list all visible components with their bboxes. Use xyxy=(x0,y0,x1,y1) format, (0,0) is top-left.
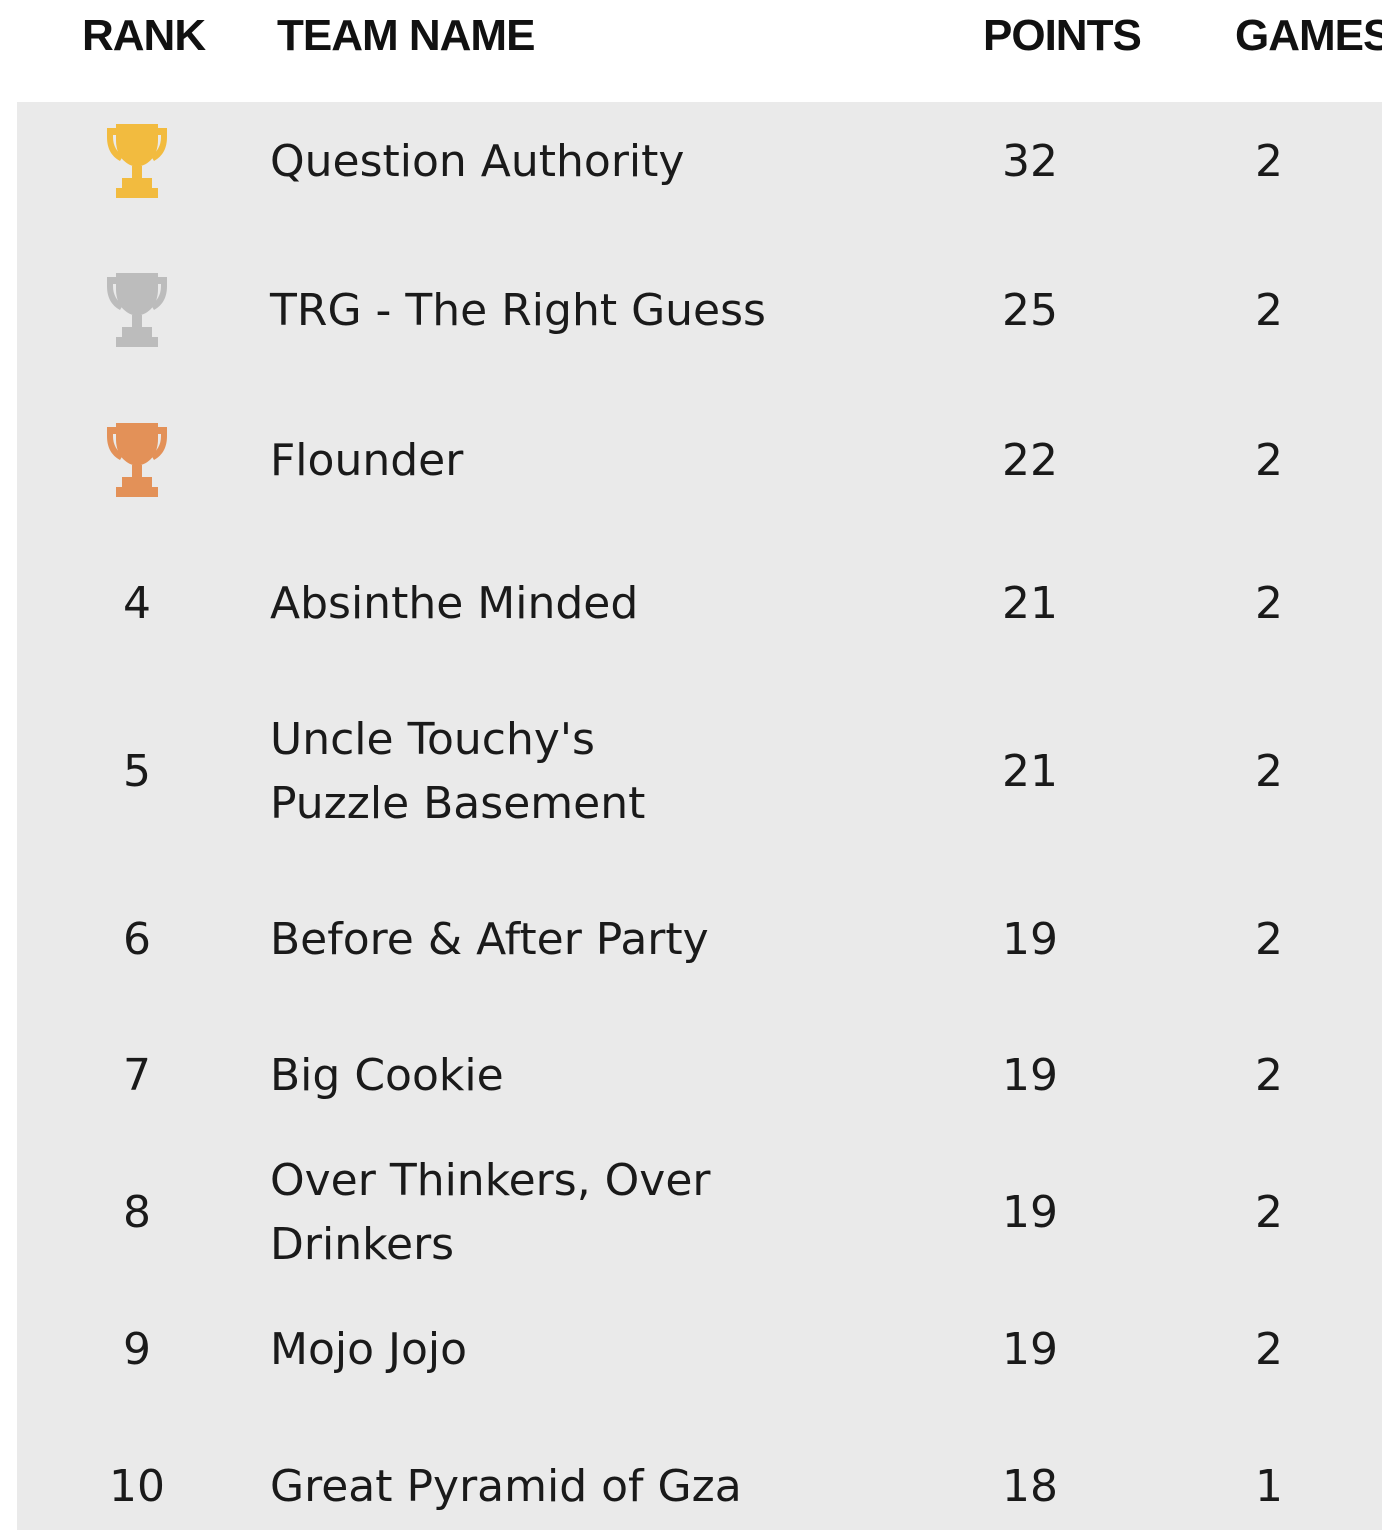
team-name: Question Authority xyxy=(270,135,685,187)
team-name: Mojo Jojo xyxy=(270,1324,468,1375)
table-row: 6 Before & After Party 19 2 xyxy=(17,890,1382,990)
rank-value: 4 xyxy=(123,578,151,629)
games-value: 2 xyxy=(1255,1324,1283,1375)
points-value: 18 xyxy=(1002,1461,1058,1512)
team-name: Flounder xyxy=(270,434,464,486)
silver-trophy-icon xyxy=(107,272,167,347)
games-value: 2 xyxy=(1255,914,1283,965)
points-value: 32 xyxy=(1002,135,1058,187)
points-value: 19 xyxy=(1002,1050,1058,1101)
table-row: 8 Over Thinkers, Over Drinkers 19 2 xyxy=(17,1155,1382,1270)
rank-column-header: RANK xyxy=(82,11,206,60)
table-row: Flounder 22 2 xyxy=(17,401,1382,520)
team-name: TRG - The Right Guess xyxy=(270,284,766,336)
points-value: 25 xyxy=(1002,284,1058,336)
table-row: 10 Great Pyramid of Gza 18 1 xyxy=(17,1437,1382,1537)
team-name: Absinthe Minded xyxy=(270,578,639,629)
rank-cell xyxy=(77,251,197,370)
points-value: 19 xyxy=(1002,914,1058,965)
table-row: 4 Absinthe Minded 21 2 xyxy=(17,554,1382,654)
games-column-header: GAMES xyxy=(1235,11,1382,60)
games-value: 2 xyxy=(1255,1050,1283,1101)
rank-value: 7 xyxy=(123,1050,151,1101)
points-value: 21 xyxy=(1002,746,1058,797)
points-value: 22 xyxy=(1002,434,1058,486)
games-value: 2 xyxy=(1255,1187,1283,1238)
rank-cell xyxy=(77,401,197,520)
gold-trophy-icon xyxy=(107,123,167,198)
points-value: 19 xyxy=(1002,1187,1058,1238)
team-name: Uncle Touchy's Puzzle Basement xyxy=(270,714,646,829)
rank-value: 5 xyxy=(123,746,151,797)
table-row: 7 Big Cookie 19 2 xyxy=(17,1026,1382,1126)
bronze-trophy-icon xyxy=(107,422,167,497)
rank-value: 8 xyxy=(123,1187,151,1238)
leaderboard-table: Question Authority 32 2 TRG - The Right … xyxy=(17,102,1382,1530)
team-name: Before & After Party xyxy=(270,914,709,965)
table-row: Question Authority 32 2 xyxy=(17,102,1382,221)
team-name-column-header: TEAM NAME xyxy=(277,11,535,60)
games-value: 2 xyxy=(1255,578,1283,629)
table-row: TRG - The Right Guess 25 2 xyxy=(17,251,1382,370)
points-column-header: POINTS xyxy=(983,11,1142,60)
points-value: 19 xyxy=(1002,1324,1058,1375)
games-value: 2 xyxy=(1255,284,1283,336)
games-value: 2 xyxy=(1255,746,1283,797)
rank-value: 6 xyxy=(123,914,151,965)
team-name: Big Cookie xyxy=(270,1050,504,1101)
team-name: Over Thinkers, Over Drinkers xyxy=(270,1155,711,1270)
table-row: 5 Uncle Touchy's Puzzle Basement 21 2 xyxy=(17,702,1382,842)
table-row: 9 Mojo Jojo 19 2 xyxy=(17,1300,1382,1400)
games-value: 2 xyxy=(1255,434,1283,486)
leaderboard-header: RANK TEAM NAME POINTS GAMES xyxy=(0,0,1382,102)
games-value: 2 xyxy=(1255,135,1283,187)
rank-value: 9 xyxy=(123,1324,151,1375)
rank-value: 10 xyxy=(109,1461,165,1512)
games-value: 1 xyxy=(1255,1461,1283,1512)
points-value: 21 xyxy=(1002,578,1058,629)
team-name: Great Pyramid of Gza xyxy=(270,1461,742,1512)
rank-cell xyxy=(77,102,197,221)
